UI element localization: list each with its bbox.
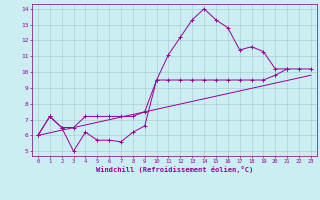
X-axis label: Windchill (Refroidissement éolien,°C): Windchill (Refroidissement éolien,°C) [96, 166, 253, 173]
